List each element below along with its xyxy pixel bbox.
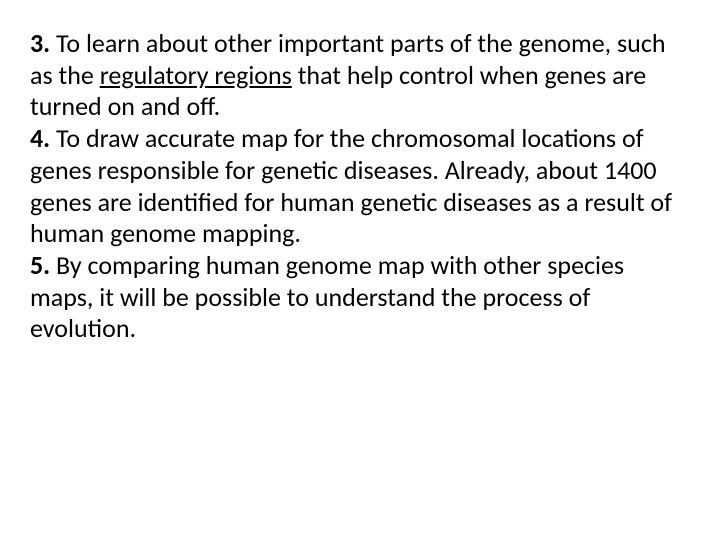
list-item: 5. By comparing human genome map with ot… <box>30 250 686 345</box>
item-text-pre: To draw accurate map for the chromosomal… <box>30 122 672 249</box>
list-item: 3. To learn about other important parts … <box>30 28 686 123</box>
item-number: 5. <box>30 249 50 281</box>
item-number: 4. <box>30 122 50 154</box>
item-text-pre: By comparing human genome map with other… <box>30 249 624 344</box>
slide-body: 3. To learn about other important parts … <box>0 0 720 540</box>
item-text-underlined: regulatory regions <box>100 59 292 91</box>
item-number: 3. <box>30 27 50 59</box>
list-item: 4. To draw accurate map for the chromoso… <box>30 123 686 250</box>
